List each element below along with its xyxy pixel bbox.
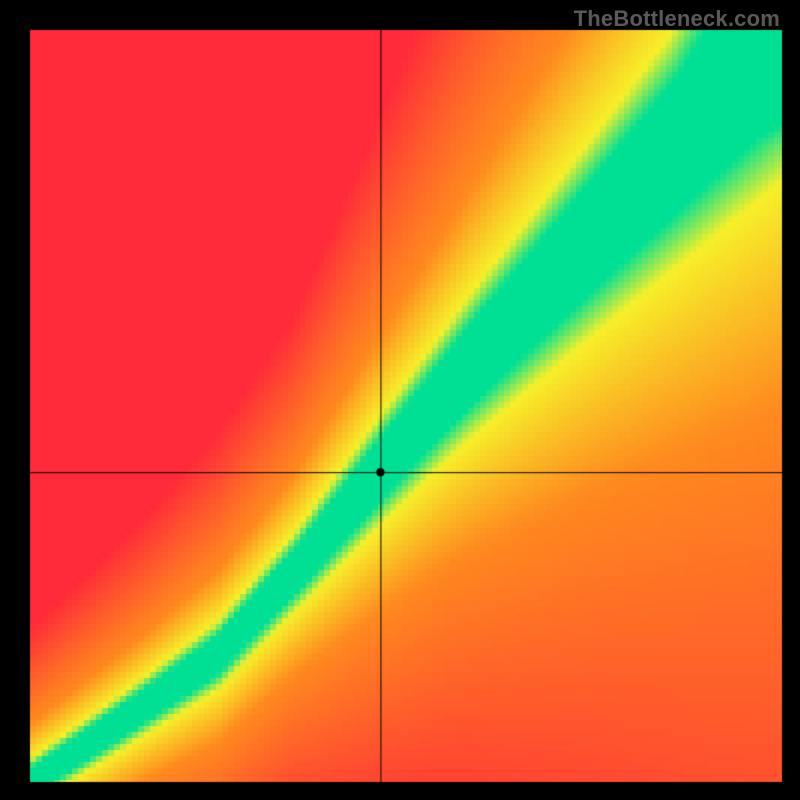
watermark-text: TheBottleneck.com — [574, 6, 780, 32]
heatmap-canvas — [0, 0, 800, 800]
chart-container: TheBottleneck.com — [0, 0, 800, 800]
